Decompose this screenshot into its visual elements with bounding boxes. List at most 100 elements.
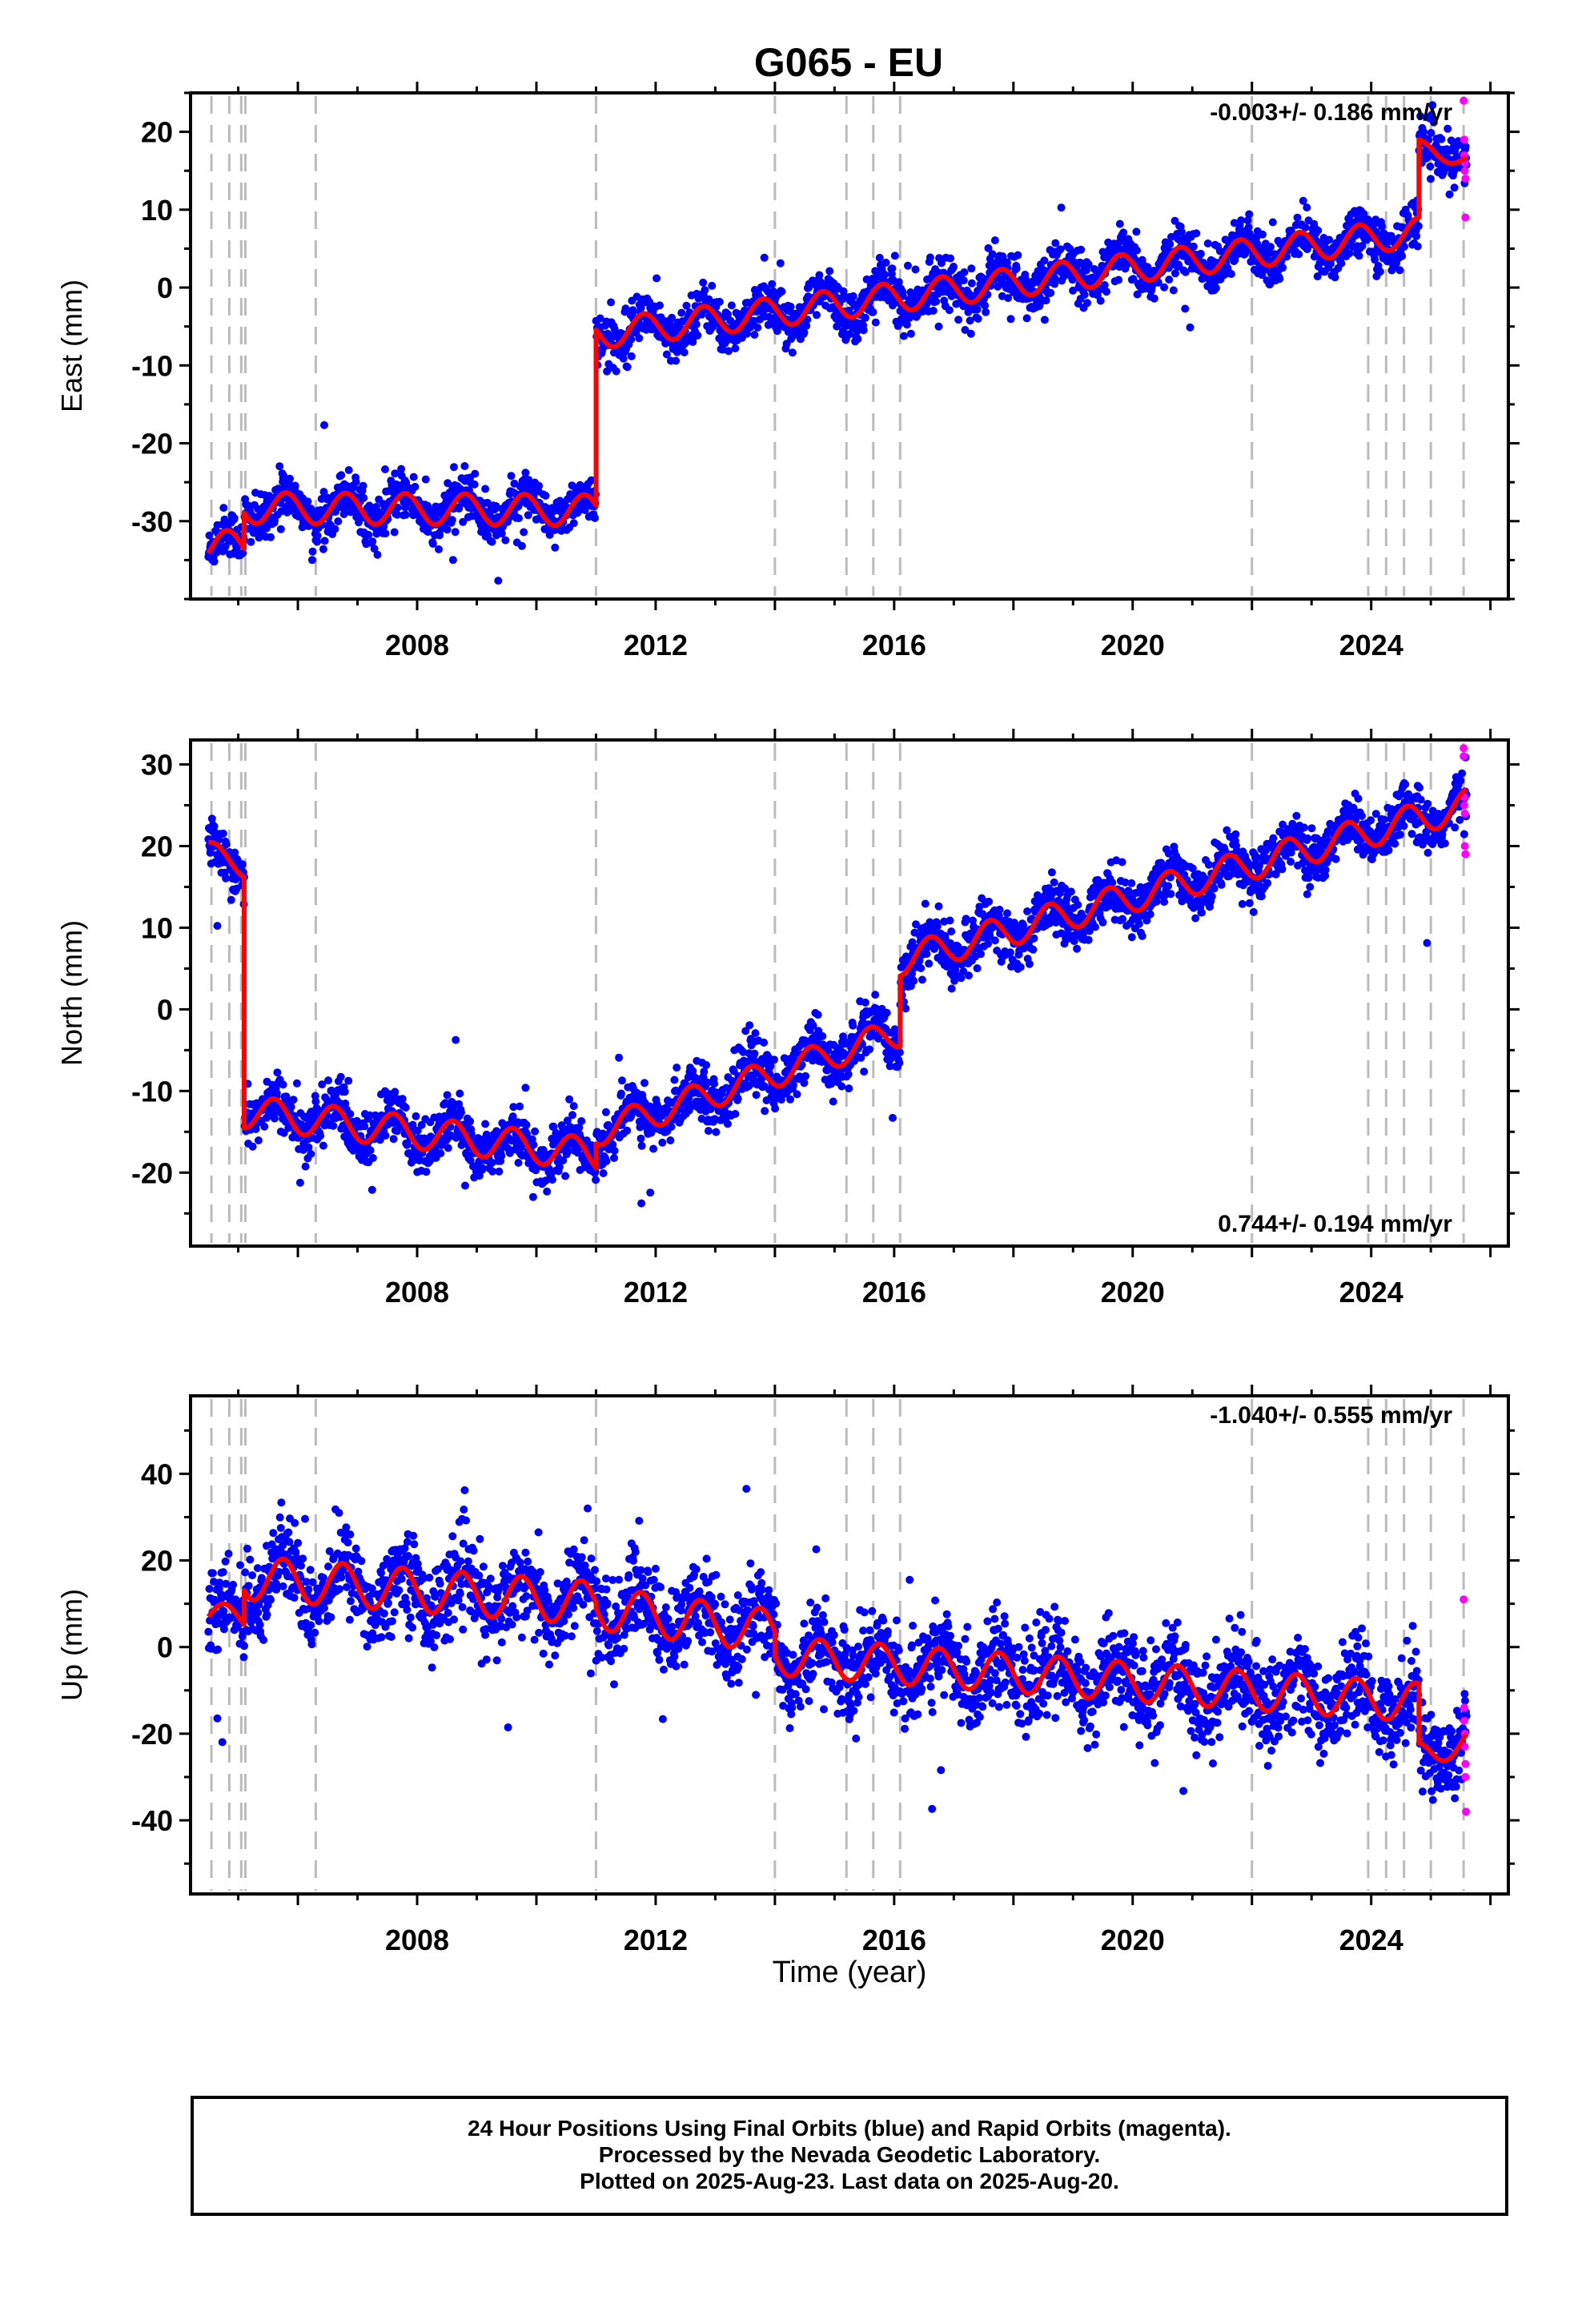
final-orbit-point — [238, 860, 247, 869]
final-orbit-point — [844, 1070, 853, 1079]
final-orbit-point — [974, 315, 982, 323]
final-orbit-point — [902, 320, 911, 329]
final-orbit-point — [524, 511, 532, 520]
y-tick-label: -10 — [131, 349, 173, 382]
final-orbit-point — [875, 253, 884, 262]
final-orbit-point — [459, 517, 468, 526]
final-orbit-point — [272, 1089, 281, 1098]
y-axis-label: East (mm) — [55, 279, 88, 412]
final-orbit-point — [273, 1068, 282, 1077]
final-orbit-point — [656, 301, 664, 310]
final-orbit-point — [677, 308, 686, 317]
final-orbit-point — [1133, 246, 1141, 255]
final-orbit-point — [601, 1108, 610, 1116]
final-orbit-point — [849, 292, 857, 300]
rapid-orbit-point — [1460, 167, 1469, 175]
final-orbit-point — [959, 276, 968, 285]
final-orbit-point — [1414, 222, 1423, 231]
final-orbit-point — [777, 287, 786, 296]
final-orbit-point — [815, 271, 824, 279]
final-orbit-point — [789, 1081, 797, 1089]
final-orbit-point — [1279, 263, 1287, 272]
final-orbit-point — [344, 1076, 353, 1085]
rate-annotation: -0.003+/- 0.186 mm/yr — [1210, 99, 1452, 126]
final-orbit-point — [368, 1154, 377, 1162]
final-orbit-point — [765, 312, 773, 321]
final-orbit-point — [1047, 868, 1056, 877]
final-orbit-point — [933, 922, 942, 931]
final-orbit-point — [967, 279, 976, 287]
final-orbit-point — [522, 1120, 531, 1129]
final-orbit-point — [1293, 213, 1302, 222]
final-orbit-point — [592, 1176, 600, 1184]
final-orbit-point — [906, 329, 915, 338]
final-orbit-point — [894, 278, 903, 287]
final-orbit-point — [1461, 142, 1470, 151]
final-orbit-point — [776, 259, 785, 267]
final-orbit-point — [569, 1102, 578, 1111]
final-orbit-point — [561, 1172, 570, 1180]
final-orbit-point — [753, 324, 762, 332]
final-orbit-point — [481, 485, 490, 493]
final-orbit-point — [825, 267, 834, 275]
final-orbit-point — [344, 466, 353, 474]
final-orbit-point — [295, 1178, 304, 1187]
final-orbit-point — [398, 1095, 407, 1104]
final-orbit-point — [880, 270, 889, 279]
final-orbit-point — [308, 547, 317, 556]
final-orbit-point — [973, 964, 982, 973]
final-orbit-point — [451, 528, 460, 537]
final-orbit-point — [251, 1124, 260, 1133]
final-orbit-point — [1196, 249, 1205, 258]
final-orbit-point — [667, 1123, 676, 1131]
final-orbit-point — [1181, 304, 1190, 313]
final-orbit-point — [818, 1031, 827, 1040]
final-orbit-point — [319, 545, 327, 553]
final-orbit-point — [845, 1084, 853, 1093]
final-orbit-point — [516, 1102, 524, 1111]
final-orbit-point — [210, 557, 219, 566]
final-orbit-point — [313, 531, 322, 540]
final-orbit-point — [213, 922, 222, 931]
final-orbit-point — [898, 292, 907, 300]
final-orbit-point — [531, 1127, 540, 1136]
final-orbit-point — [370, 545, 379, 553]
final-orbit-point — [565, 1095, 574, 1104]
final-orbit-point — [596, 314, 604, 323]
final-orbit-point — [239, 549, 247, 557]
final-orbit-point — [890, 251, 899, 260]
final-orbit-point — [422, 1168, 431, 1176]
final-orbit-point — [610, 1146, 619, 1155]
final-orbit-point — [1091, 923, 1099, 931]
final-orbit-point — [1080, 291, 1089, 299]
final-orbit-point — [995, 905, 1004, 914]
final-orbit-point — [889, 1113, 897, 1122]
final-orbit-point — [1042, 296, 1050, 305]
final-orbit-point — [1030, 934, 1038, 943]
final-orbit-point — [1419, 127, 1428, 136]
final-orbit-point — [494, 577, 503, 585]
final-orbit-point — [381, 1132, 390, 1140]
final-orbit-point — [761, 1107, 769, 1116]
final-orbit-point — [364, 530, 373, 539]
final-orbit-point — [1050, 878, 1058, 887]
final-orbit-point — [291, 481, 299, 490]
final-orbit-point — [960, 268, 969, 276]
final-orbit-point — [668, 313, 677, 322]
final-orbit-point — [336, 1072, 345, 1081]
final-orbit-point — [618, 1076, 626, 1085]
final-orbit-point — [760, 1038, 769, 1047]
final-orbit-point — [409, 472, 418, 481]
final-orbit-point — [541, 492, 550, 500]
final-orbit-point — [723, 1120, 732, 1128]
final-orbit-points — [204, 101, 1471, 585]
final-orbit-point — [1413, 242, 1422, 251]
final-orbit-point — [801, 1072, 810, 1080]
final-orbit-point — [619, 354, 628, 363]
final-orbit-point — [1006, 948, 1014, 957]
final-orbit-point — [752, 1091, 761, 1100]
final-orbit-point — [470, 480, 479, 489]
final-orbit-point — [731, 344, 740, 352]
